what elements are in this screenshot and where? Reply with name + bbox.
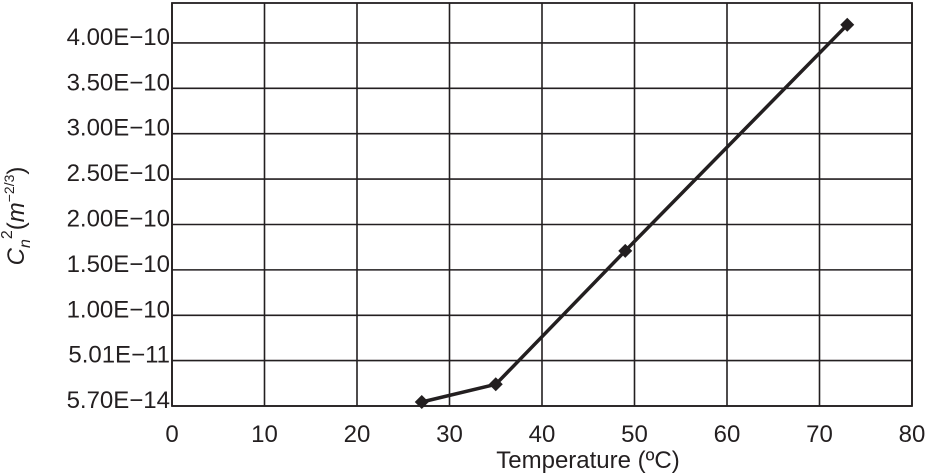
data-point-marker [618, 243, 633, 258]
y-axis-title-sub: n [17, 239, 34, 248]
data-point-marker [414, 394, 429, 409]
y-axis-title-unit-var: m [3, 202, 30, 222]
series-group [414, 17, 855, 409]
data-point-marker [840, 17, 855, 32]
y-tick-label: 4.00E−10 [67, 24, 170, 51]
x-tick-label: 60 [714, 421, 741, 448]
x-axis-title: Temperature (ºC) [496, 447, 679, 474]
y-axis-title-unit-sup: −2/3 [1, 174, 17, 202]
y-tick-label: 5.01E−11 [68, 342, 170, 369]
y-axis-title-sup: 2 [0, 230, 16, 239]
data-point-marker [488, 377, 503, 392]
y-tick-labels: 5.70E−14 5.01E−11 1.00E−10 1.50E−10 2.00E−10… [67, 24, 170, 414]
grid-lines [171, 2, 913, 407]
y-tick-label: 5.70E−14 [67, 387, 170, 414]
y-tick-label: 3.00E−10 [67, 115, 170, 142]
x-tick-label: 40 [529, 421, 556, 448]
y-axis-title: Cn2(m−2/3) [0, 167, 34, 266]
y-tick-label: 3.50E−10 [67, 69, 170, 96]
x-tick-label: 50 [621, 421, 648, 448]
y-axis-title-unit-open: ( [3, 222, 30, 230]
y-axis-title-unit-close: ) [3, 167, 30, 175]
x-tick-label: 30 [436, 421, 463, 448]
y-axis-title-base: C [3, 247, 30, 265]
y-tick-label: 1.50E−10 [67, 251, 170, 278]
x-tick-label: 10 [251, 421, 278, 448]
x-tick-label: 80 [899, 421, 926, 448]
x-tick-labels: 0 10 20 30 40 50 60 70 80 [165, 421, 925, 448]
x-tick-label: 0 [165, 421, 178, 448]
series-line [421, 23, 849, 404]
y-tick-label: 2.00E−10 [67, 205, 170, 232]
x-tick-label: 20 [344, 421, 371, 448]
y-tick-label: 2.50E−10 [67, 160, 170, 187]
x-tick-label: 70 [806, 421, 833, 448]
plot-frame [171, 2, 913, 407]
y-tick-label: 1.00E−10 [67, 296, 170, 323]
